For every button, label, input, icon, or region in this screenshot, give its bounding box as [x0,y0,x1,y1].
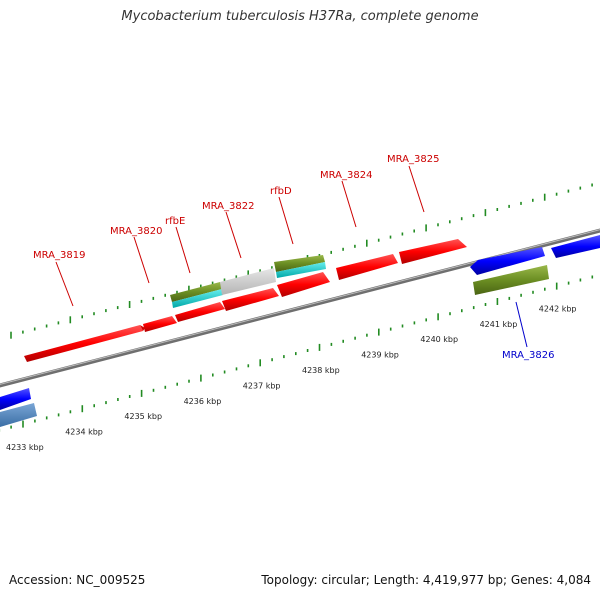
leader-rfbd [278,196,294,245]
gene-label-mra-3819[interactable]: MRA_3819 [33,250,85,261]
cds-arrow-reverse-left[interactable] [0,388,31,410]
cds-arrow-mra-3825[interactable] [399,239,467,264]
cds-arrow-mra-3819[interactable] [24,325,143,362]
operon-bars [170,255,326,308]
forward-features [24,239,467,362]
cds-arrow-rfbd[interactable] [277,272,330,297]
cds-arrow-reverse-right[interactable] [551,235,600,258]
tick-label: 4233 kbp [6,443,44,452]
cds-arrow-mra-3820[interactable] [143,316,177,332]
tick-label: 4236 kbp [184,397,222,406]
tick-label: 4238 kbp [302,366,340,375]
gene-bar-mra-3826[interactable] [473,265,549,295]
gene-bar-reverse-left[interactable] [0,403,37,427]
gene-label-rfbe[interactable]: rfbE [165,216,185,227]
gene-labels: MRA_3819 MRA_3820 rfbE MRA_3822 rfbD MRA… [33,154,554,361]
cds-arrow-mra-3824[interactable] [336,254,398,280]
gene-label-mra-3826[interactable]: MRA_3826 [502,350,554,361]
gene-label-mra-3822[interactable]: MRA_3822 [202,201,254,212]
lower-tick-track [0,275,594,432]
tick-label: 4242 kbp [539,304,577,313]
leader-mra-3825 [408,165,425,213]
leader-rfbe [175,226,191,274]
gene-label-mra-3820[interactable]: MRA_3820 [110,226,162,237]
genome-summary-text: Topology: circular; Length: 4,419,977 bp… [261,573,591,587]
gene-label-rfbd[interactable]: rfbD [270,186,292,197]
tick-label: 4239 kbp [361,351,399,360]
tick-label: 4241 kbp [480,320,518,329]
pseudo-bar-mra-3822[interactable] [220,268,276,295]
leader-mra-3819 [55,261,74,307]
tick-label: 4240 kbp [420,335,458,344]
cds-arrow-mra-3826[interactable] [470,247,545,275]
leader-mra-3824 [341,180,357,228]
tick-label: 4237 kbp [243,381,281,390]
gene-label-mra-3824[interactable]: MRA_3824 [320,170,372,181]
tick-label: 4235 kbp [124,412,162,421]
leader-mra-3820 [133,236,150,284]
leader-mra-3822 [225,211,242,259]
mrna-bar-rfbd[interactable] [276,262,326,278]
gene-bar-rfbe[interactable] [170,282,222,302]
tick-label-group: 4233 kbp 4234 kbp 4235 kbp 4236 kbp 4237 kbp… [6,304,577,452]
map-title: Mycobacterium tuberculosis H37Ra, comple… [121,9,479,24]
upper-tick-track [10,183,593,339]
sequence-axis-highlight [0,229,600,385]
gene-label-mra-3825[interactable]: MRA_3825 [387,154,439,165]
cds-arrow-rfbe[interactable] [175,302,225,322]
gene-bar-rfbd[interactable] [274,255,325,272]
cds-arrow-mra-3819-tip [140,325,145,331]
tick-label: 4234 kbp [65,428,103,437]
mrna-bar-rfbe[interactable] [172,289,223,308]
accession-text: Accession: NC_009525 [9,573,146,587]
cds-arrow-mra-3822[interactable] [222,288,279,311]
sequence-axis [0,228,600,388]
leader-mra-3826 [515,301,528,348]
reverse-features [0,235,600,427]
